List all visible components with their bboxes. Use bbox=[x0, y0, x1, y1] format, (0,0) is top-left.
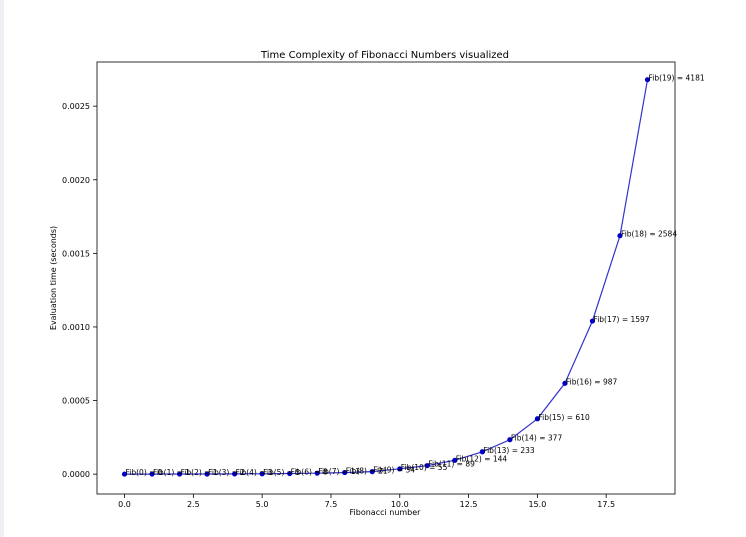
point-annotation: Fib(17) = 1597 bbox=[593, 315, 649, 324]
x-tick-label: 5.0 bbox=[256, 500, 269, 509]
data-point bbox=[397, 466, 403, 472]
data-point bbox=[507, 437, 513, 443]
data-point bbox=[314, 470, 320, 476]
y-tick-label: 0.0025 bbox=[62, 102, 90, 111]
point-annotation: Fib(6) = 8 bbox=[291, 468, 328, 477]
x-tick-label: 12.5 bbox=[460, 500, 478, 509]
data-point bbox=[424, 462, 430, 469]
point-annotation: Fib(13) = 233 bbox=[483, 446, 535, 455]
x-tick-label: 17.5 bbox=[597, 500, 615, 509]
plot-frame bbox=[96, 61, 676, 495]
data-point bbox=[479, 449, 485, 455]
point-annotation: Fib(1) = 1 bbox=[153, 468, 190, 477]
point-annotation: Fib(0) = 0 bbox=[126, 468, 163, 477]
x-axis-label: Fibonacci number bbox=[350, 508, 422, 517]
x-tick-label: 0.0 bbox=[118, 500, 131, 509]
data-point bbox=[232, 471, 238, 477]
data-point bbox=[617, 233, 623, 239]
y-tick-label: 0.0005 bbox=[62, 397, 90, 406]
data-point bbox=[149, 471, 155, 477]
point-annotation: Fib(19) = 4181 bbox=[648, 74, 704, 83]
point-annotation: Fib(7) = 13 bbox=[318, 467, 360, 476]
data-point bbox=[452, 457, 458, 463]
point-annotation: Fib(5) = 5 bbox=[263, 468, 300, 477]
y-tick-label: 0.0015 bbox=[62, 249, 90, 258]
point-annotation: Fib(2) = 1 bbox=[181, 468, 218, 477]
x-tick-label: 15.0 bbox=[528, 500, 546, 509]
data-point bbox=[259, 471, 265, 477]
data-point bbox=[369, 469, 375, 475]
x-tick-label: 2.5 bbox=[187, 500, 200, 509]
data-point bbox=[589, 318, 596, 324]
data-point bbox=[121, 471, 128, 477]
point-annotation: Fib(9) = 34 bbox=[373, 466, 415, 475]
window-edge bbox=[0, 0, 4, 537]
point-annotation: Fib(16) = 987 bbox=[566, 377, 618, 386]
data-point bbox=[204, 471, 210, 477]
chart-title: Time Complexity of Fibonacci Numbers vis… bbox=[260, 50, 509, 61]
y-tick-label: 0.0020 bbox=[62, 176, 90, 185]
point-annotation: Fib(12) = 144 bbox=[456, 454, 508, 463]
data-point bbox=[342, 469, 348, 476]
y-axis-label: Evaluation time (seconds) bbox=[49, 226, 58, 330]
point-annotation: Fib(10) = 55 bbox=[401, 463, 448, 472]
y-tick-label: 0.0000 bbox=[62, 470, 90, 479]
series-line bbox=[124, 79, 649, 475]
point-annotation: Fib(14) = 377 bbox=[511, 434, 563, 443]
data-point bbox=[562, 380, 568, 386]
point-annotation: Fib(4) = 3 bbox=[236, 468, 273, 477]
point-annotation: Fib(15) = 610 bbox=[538, 413, 590, 422]
data-point bbox=[534, 416, 540, 422]
point-annotation: Fib(11) = 89 bbox=[428, 460, 475, 469]
point-annotation: Fib(18) = 2584 bbox=[621, 230, 677, 239]
y-tick-label: 0.0010 bbox=[62, 323, 90, 332]
x-tick-label: 7.5 bbox=[325, 500, 338, 509]
point-annotation: Fib(3) = 2 bbox=[208, 468, 245, 477]
data-point bbox=[287, 470, 293, 477]
point-annotation: Fib(8) = 21 bbox=[346, 467, 388, 476]
data-point bbox=[176, 471, 183, 477]
x-tick-label: 10.0 bbox=[391, 500, 409, 509]
data-point bbox=[644, 77, 651, 83]
